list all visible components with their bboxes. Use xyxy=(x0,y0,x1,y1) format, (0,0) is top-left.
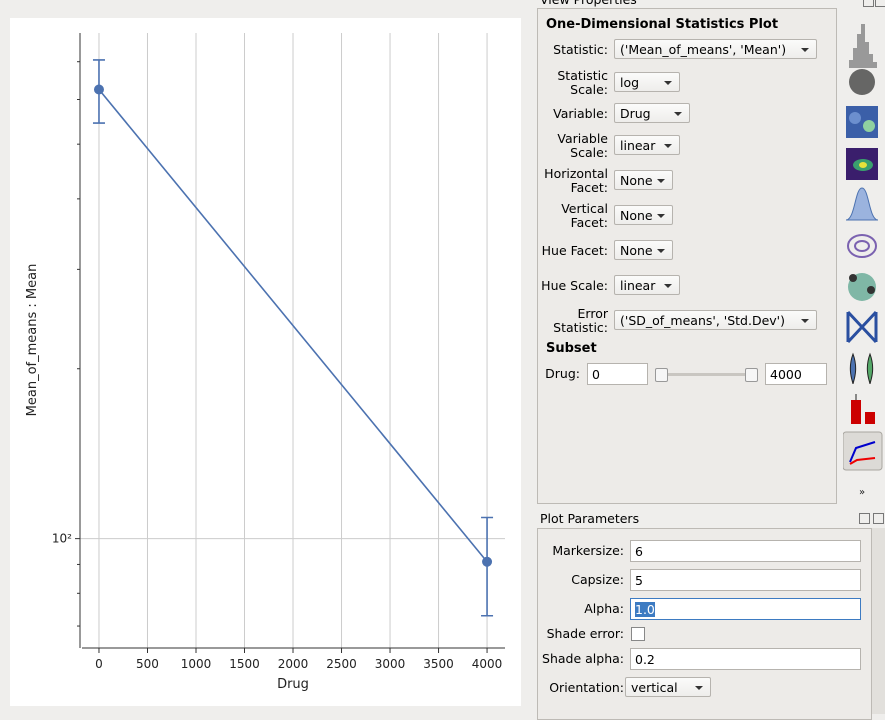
y-tick-label: 10² xyxy=(52,532,72,546)
x-tick-label: 3500 xyxy=(423,657,454,671)
field-label: Drug: xyxy=(545,366,580,381)
field-label: Shade error: xyxy=(546,626,624,641)
combo-box[interactable]: linear xyxy=(614,135,680,155)
x-tick-label: 3000 xyxy=(375,657,406,671)
input-text: 6 xyxy=(635,544,643,559)
combo-box[interactable]: Drug xyxy=(614,103,690,123)
panel-title: View Properties xyxy=(540,0,637,7)
combo-box[interactable]: None xyxy=(614,170,673,190)
section-title: One-Dimensional Statistics Plot xyxy=(546,17,779,32)
field-label: Error Statistic: xyxy=(553,306,608,335)
field-label: Statistic: xyxy=(553,42,608,57)
combo-box[interactable]: linear xyxy=(614,275,680,295)
slider-handle[interactable] xyxy=(655,368,668,382)
plot-type-icons: » xyxy=(842,24,883,498)
combo-box[interactable]: None xyxy=(614,205,673,225)
float-button[interactable] xyxy=(859,513,870,524)
x-axis-label: Drug xyxy=(277,677,309,692)
field-label: Horizontal Facet: xyxy=(544,166,608,195)
x-tick-label: 1000 xyxy=(181,657,212,671)
slider-handle[interactable] xyxy=(745,368,758,382)
panel-title: Plot Parameters xyxy=(540,511,640,526)
combo-box[interactable]: None xyxy=(614,240,673,260)
close-button[interactable] xyxy=(873,513,884,524)
close-button[interactable] xyxy=(875,0,885,7)
plot-canvas xyxy=(10,18,521,706)
view-properties-panel xyxy=(537,8,837,504)
field-label: Vertical Facet: xyxy=(561,201,608,230)
text-input[interactable]: 5 xyxy=(630,569,861,591)
x-tick-label: 1500 xyxy=(229,657,260,671)
x-tick-label: 0 xyxy=(95,657,103,671)
combo-box[interactable]: vertical xyxy=(625,677,711,697)
field-label: Capsize: xyxy=(571,572,624,587)
field-label: Variable Scale: xyxy=(557,131,608,160)
y-axis-label: Mean_of_means : Mean xyxy=(25,264,40,417)
point xyxy=(482,556,493,567)
svg-text:»: » xyxy=(859,487,865,498)
x-tick-label: 500 xyxy=(136,657,159,671)
text-input[interactable]: 0.2 xyxy=(630,648,861,670)
plot: Drug Mean_of_means : Mean 0 500 1000 1500 20… xyxy=(10,18,521,706)
point xyxy=(93,84,104,95)
field-label: Statistic Scale: xyxy=(557,68,608,97)
line xyxy=(98,88,488,563)
combo-box[interactable]: log xyxy=(614,72,680,92)
input-text: 0.2 xyxy=(635,652,655,667)
plot-type-toolbar: » xyxy=(842,22,883,502)
checkbox[interactable] xyxy=(631,627,645,641)
text-input[interactable]: 6 xyxy=(630,540,861,562)
field-label: Variable: xyxy=(553,106,608,121)
field-label: Alpha: xyxy=(584,601,624,616)
x-tick-label: 2500 xyxy=(326,657,357,671)
float-button[interactable] xyxy=(863,0,874,7)
field-label: Hue Facet: xyxy=(541,243,608,258)
section-title: Subset xyxy=(546,341,597,356)
field-label: Hue Scale: xyxy=(541,278,608,293)
combo-box[interactable]: ('SD_of_means', 'Std.Dev') xyxy=(614,310,817,330)
field-label: Markersize: xyxy=(552,543,624,558)
input-text: 1.0 xyxy=(635,602,655,617)
x-tick-label: 4000 xyxy=(472,657,503,671)
text-input[interactable]: 0 xyxy=(587,363,648,385)
x-tick-label: 2000 xyxy=(278,657,309,671)
scrollbar[interactable] xyxy=(872,528,885,714)
text-input[interactable]: 1.0 xyxy=(630,598,861,620)
range-slider[interactable] xyxy=(660,373,755,376)
text-input[interactable]: 4000 xyxy=(765,363,827,385)
input-text: 5 xyxy=(635,573,643,588)
field-label: Orientation: xyxy=(549,680,624,695)
field-label: Shade alpha: xyxy=(542,651,624,666)
combo-box[interactable]: ('Mean_of_means', 'Mean') xyxy=(614,39,817,59)
